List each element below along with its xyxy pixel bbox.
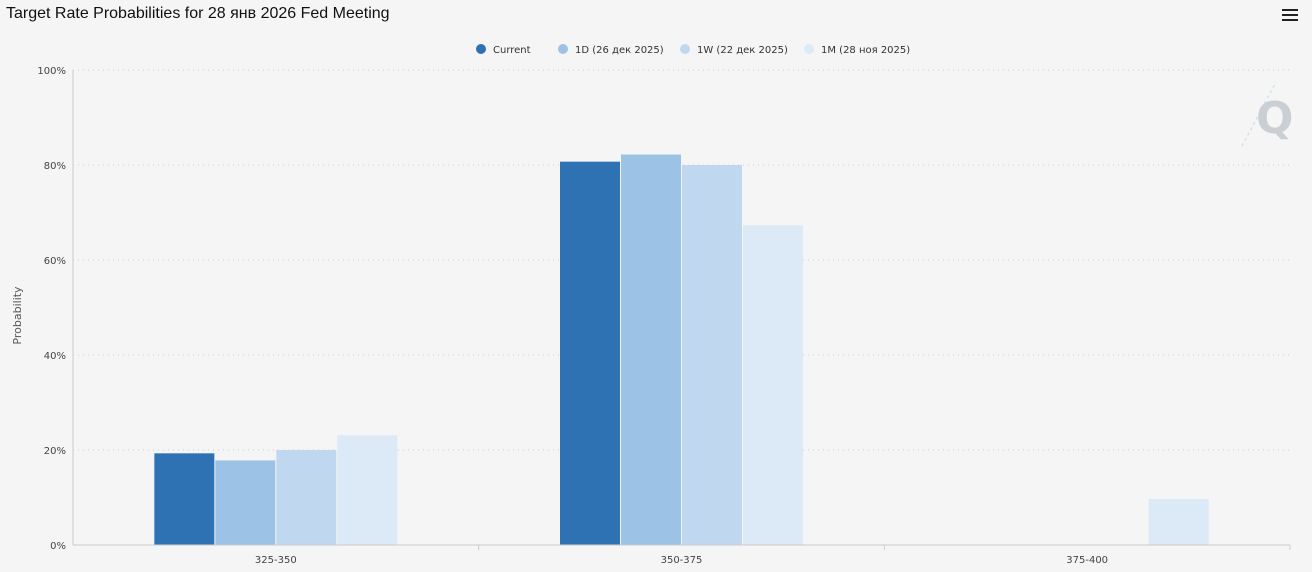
legend-item[interactable]: 1M (28 ноя 2025)	[804, 44, 910, 56]
bar	[276, 450, 337, 545]
bar	[560, 161, 620, 546]
y-tick-label: 40%	[44, 351, 66, 362]
legend-label: Current	[493, 45, 531, 56]
legend-item[interactable]: 1W (22 дек 2025)	[680, 44, 788, 56]
legend-label: 1D (26 дек 2025)	[575, 45, 664, 56]
bar	[1148, 498, 1209, 545]
y-tick-label: 60%	[44, 256, 66, 267]
svg-text:Q: Q	[1256, 93, 1293, 144]
bar	[154, 453, 215, 545]
y-tick-label: 0%	[50, 541, 66, 552]
x-tick-label: 350-375	[661, 555, 703, 566]
legend-marker	[558, 44, 568, 54]
axes: 0% 20% 40% 60% 80% 100% 325-350 350-375 375-400	[37, 66, 1291, 566]
y-tick-label: 80%	[44, 161, 66, 172]
bar	[215, 460, 276, 545]
legend-item[interactable]: Current	[476, 44, 531, 56]
chart-title: Target Rate Probabilities for 28 янв 202…	[6, 5, 390, 22]
x-tick-label: 375-400	[1066, 555, 1108, 566]
legend-marker	[476, 44, 486, 54]
legend-label: 1W (22 дек 2025)	[697, 45, 788, 56]
legend-marker	[680, 44, 690, 54]
grid-lines	[73, 69, 1290, 451]
hamburger-menu-icon[interactable]	[1282, 9, 1298, 23]
bar	[682, 165, 742, 545]
legend-marker	[804, 44, 814, 54]
y-tick-label: 20%	[44, 446, 66, 457]
legend-item[interactable]: 1D (26 дек 2025)	[558, 44, 664, 56]
legend-label: 1M (28 ноя 2025)	[821, 45, 910, 56]
legend: Current 1D (26 дек 2025) 1W (22 дек 2025) 1…	[476, 44, 910, 56]
y-tick-label: 100%	[37, 66, 66, 77]
bar	[621, 154, 681, 546]
y-axis-label: Probability	[11, 286, 24, 345]
x-tick-label: 325-350	[255, 555, 297, 566]
bars	[154, 154, 1209, 546]
quikstrike-logo-icon: Q	[1241, 81, 1293, 147]
bar	[743, 225, 803, 545]
bar	[337, 435, 398, 545]
